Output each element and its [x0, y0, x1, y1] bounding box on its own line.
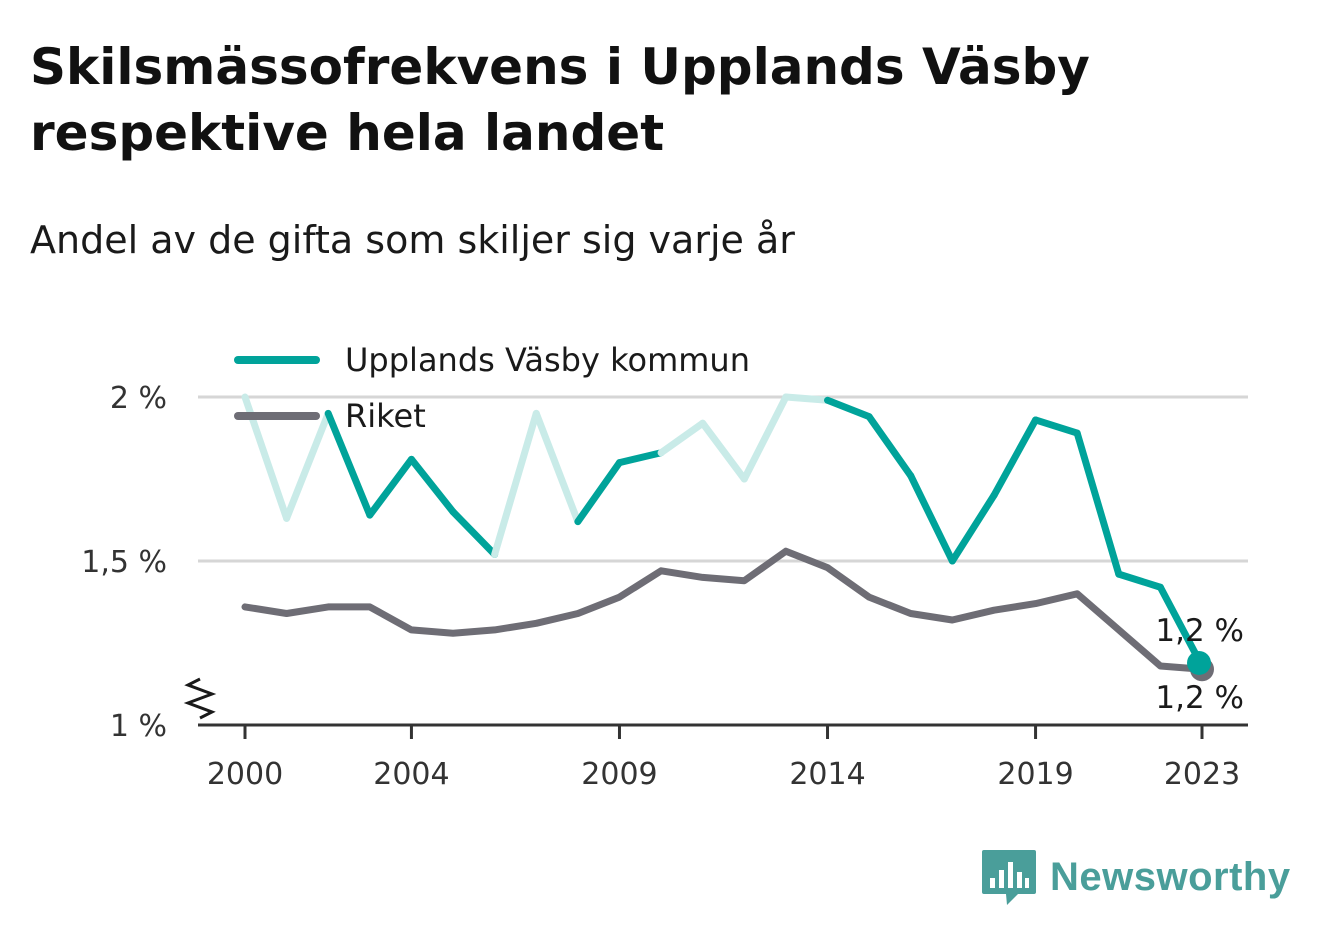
legend-label-riket: Riket	[345, 397, 426, 435]
series-segment-upplands-vasby	[491, 409, 540, 558]
x-tick-label: 2000	[207, 757, 283, 792]
series-segment-upplands-vasby	[407, 455, 457, 516]
axis-break-mark	[183, 677, 217, 720]
chart-title: Skilsmässofrekvens i Upplands Väsby resp…	[30, 38, 1090, 162]
series-segment-upplands-vasby	[699, 419, 748, 483]
series-segment-upplands-vasby	[283, 409, 332, 522]
bar-chart-bubble-icon	[982, 850, 1036, 905]
y-tick-label: 1,5 %	[81, 545, 167, 580]
end-point-upplands-vasby	[1187, 650, 1211, 675]
series-segment-upplands-vasby	[1073, 429, 1123, 578]
chart-subtitle: Andel av de gifta som skiljer sig varje …	[30, 218, 795, 262]
series-segment-upplands-vasby	[782, 393, 832, 404]
series-segment-upplands-vasby	[740, 393, 790, 483]
series-segment-upplands-vasby	[324, 409, 374, 519]
series-segment-upplands-vasby	[366, 455, 415, 519]
series-segment-upplands-vasby	[907, 472, 956, 565]
x-tick-label: 2009	[581, 757, 657, 792]
x-tick-label: 2019	[997, 757, 1073, 792]
series-segment-upplands-vasby	[948, 491, 998, 565]
end-label-riket: 1,2 %	[1155, 680, 1244, 716]
series-segment-upplands-vasby	[532, 409, 582, 526]
series-segment-upplands-vasby	[615, 449, 665, 467]
newsworthy-logo: Newsworthy	[980, 848, 1291, 906]
series-segment-upplands-vasby	[824, 396, 873, 421]
brand-name: Newsworthy	[1050, 854, 1291, 899]
x-tick-label: 2014	[789, 757, 865, 792]
series-line-riket	[241, 547, 1206, 673]
series-segment-upplands-vasby	[1115, 570, 1164, 591]
series-segment-upplands-vasby	[865, 413, 915, 480]
series-segment-upplands-vasby	[449, 508, 499, 558]
series-segment-upplands-vasby	[1032, 416, 1081, 437]
y-tick-label: 1 %	[110, 709, 167, 744]
legend-label-upplands-vasby: Upplands Väsby kommun	[345, 341, 750, 379]
series-segment-upplands-vasby	[657, 419, 707, 457]
series-segment-upplands-vasby	[574, 459, 623, 526]
end-label-upplands-vasby: 1,2 %	[1155, 613, 1244, 649]
x-tick-label: 2004	[373, 757, 449, 792]
x-tick-label: 2023	[1164, 757, 1240, 792]
series-segment-upplands-vasby	[990, 416, 1040, 499]
y-tick-label: 2 %	[110, 381, 167, 416]
